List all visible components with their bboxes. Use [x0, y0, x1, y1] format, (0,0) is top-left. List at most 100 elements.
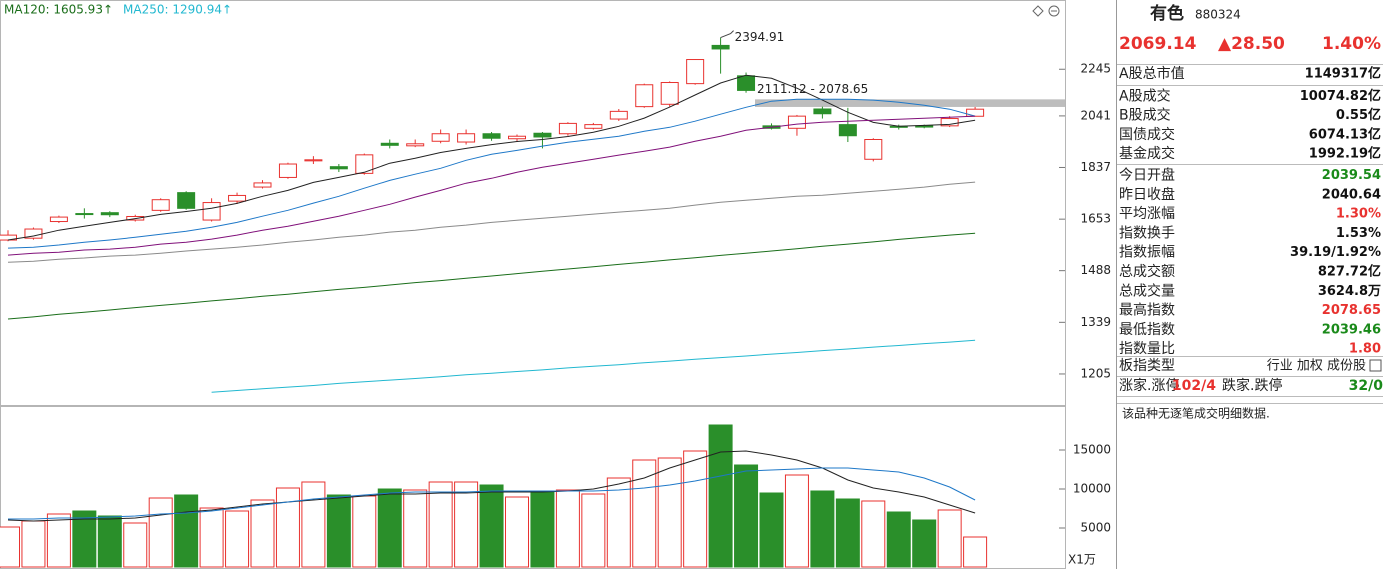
ma-line [7, 98, 976, 249]
toolbar-icons[interactable] [1032, 5, 1060, 17]
legend-entry: MA120: 1605.93↑ [4, 3, 113, 17]
candle-body [686, 59, 705, 85]
volume-bar [377, 488, 402, 568]
candle-body [609, 110, 628, 120]
candle-body [202, 202, 221, 221]
row-label: 今日开盘 [1119, 167, 1175, 184]
icon-zoom-out[interactable] [1048, 5, 1060, 17]
candle-body [75, 213, 94, 216]
row-label: 总成交量 [1119, 282, 1175, 299]
volume-bar [454, 481, 479, 568]
up-value: 102/4 [1172, 378, 1216, 394]
volume-bar [199, 507, 224, 568]
candle-body [228, 194, 247, 202]
candle-body [660, 82, 679, 105]
volume-bar [581, 493, 606, 568]
high-marker [720, 30, 734, 39]
volume-bar [759, 492, 784, 568]
ma-line [7, 181, 976, 263]
row-label: 最低指数 [1119, 322, 1175, 338]
ma-line [8, 467, 976, 520]
y-tick-label: 10000 [1073, 482, 1111, 496]
candle-body [0, 234, 17, 241]
row-value: 10074.82亿 [1300, 88, 1381, 104]
candle-body [329, 166, 348, 170]
volume-bar [123, 522, 148, 568]
row-value: 1.53% [1336, 226, 1381, 241]
down-value: 32/0 [1349, 378, 1383, 394]
y-tick-label: 1837 [1080, 160, 1111, 174]
volume-bar [21, 520, 46, 568]
row-label: A股总市值 [1119, 65, 1185, 82]
volume-bar [886, 511, 911, 568]
unit-label: X1万 [1068, 553, 1096, 567]
volume-bar [97, 515, 122, 568]
volume-bar [606, 477, 631, 568]
volume-bar [835, 498, 860, 568]
row-label: 基金成交 [1119, 145, 1175, 162]
volume-bar [148, 497, 173, 568]
row-label: 平均涨幅 [1119, 206, 1175, 222]
y-tick-label: 2041 [1080, 108, 1111, 122]
candle-body [558, 122, 577, 135]
type-icon[interactable] [1369, 359, 1382, 372]
y-tick-label: 1205 [1080, 366, 1111, 380]
panel-name: 有色 [1150, 3, 1184, 24]
type-label: 板指类型 [1119, 358, 1175, 374]
volume-bar [963, 536, 988, 568]
row-label: 国债成交 [1119, 126, 1175, 143]
candle-body [100, 212, 119, 216]
volume-bar [937, 509, 962, 568]
candle-body [966, 108, 985, 117]
panel-change: ▲28.50 [1218, 34, 1285, 54]
high-label: 2394.91 [735, 30, 785, 44]
price-pane-border [0, 0, 1066, 406]
candle-body [584, 124, 603, 129]
volume-bar [708, 424, 733, 568]
row-value: 2078.65 [1322, 303, 1381, 318]
y-tick-label: 1339 [1080, 315, 1111, 329]
type-value[interactable]: 行业 加权 成份股 [1267, 358, 1366, 374]
row-value: 2039.46 [1322, 322, 1381, 337]
candle-body [533, 132, 552, 138]
legend-entry: MA250: 1290.94↑ [123, 3, 232, 17]
volume-bar [403, 489, 428, 568]
candle-body [151, 199, 170, 211]
candle-body [482, 133, 501, 139]
candle-body [864, 138, 883, 160]
volume-bar [225, 510, 250, 568]
candle-body [940, 118, 959, 127]
panel-pct: 1.40% [1322, 34, 1381, 54]
ma-line [7, 115, 976, 256]
panel-code: 880324 [1195, 8, 1241, 22]
candle-body [406, 143, 425, 147]
volume-bar [275, 487, 300, 568]
row-label: 总成交额 [1119, 263, 1175, 280]
candle-body [838, 124, 857, 137]
row-label: 指数振幅 [1119, 245, 1175, 261]
volume-bar [810, 490, 835, 568]
candle-body [49, 216, 68, 223]
icon-diamond[interactable] [1032, 5, 1044, 17]
y-tick-label: 5000 [1080, 521, 1111, 535]
candle-body [508, 135, 526, 140]
y-tick-label: 1488 [1080, 263, 1111, 277]
candle-body [177, 192, 196, 209]
candle-body [711, 44, 730, 50]
row-value: 3624.8万 [1318, 284, 1381, 299]
row-label: 指数量比 [1119, 341, 1175, 357]
row-label: 最高指数 [1119, 302, 1175, 319]
row-label: 昨日收盘 [1119, 186, 1175, 203]
row-label: B股成交 [1119, 107, 1171, 124]
panel-note: 该品种无逐笔成交明细数据. [1122, 406, 1270, 421]
volume-bar [0, 526, 20, 568]
candle-body [278, 163, 297, 178]
candle-body [737, 75, 756, 91]
volume-bar [250, 499, 275, 568]
row-value: 0.55亿 [1336, 107, 1381, 123]
volume-bar [479, 484, 504, 568]
gap-label: 2111.12 - 2078.65 [757, 82, 868, 96]
candle-body [635, 84, 654, 108]
volume-bar [861, 500, 886, 568]
